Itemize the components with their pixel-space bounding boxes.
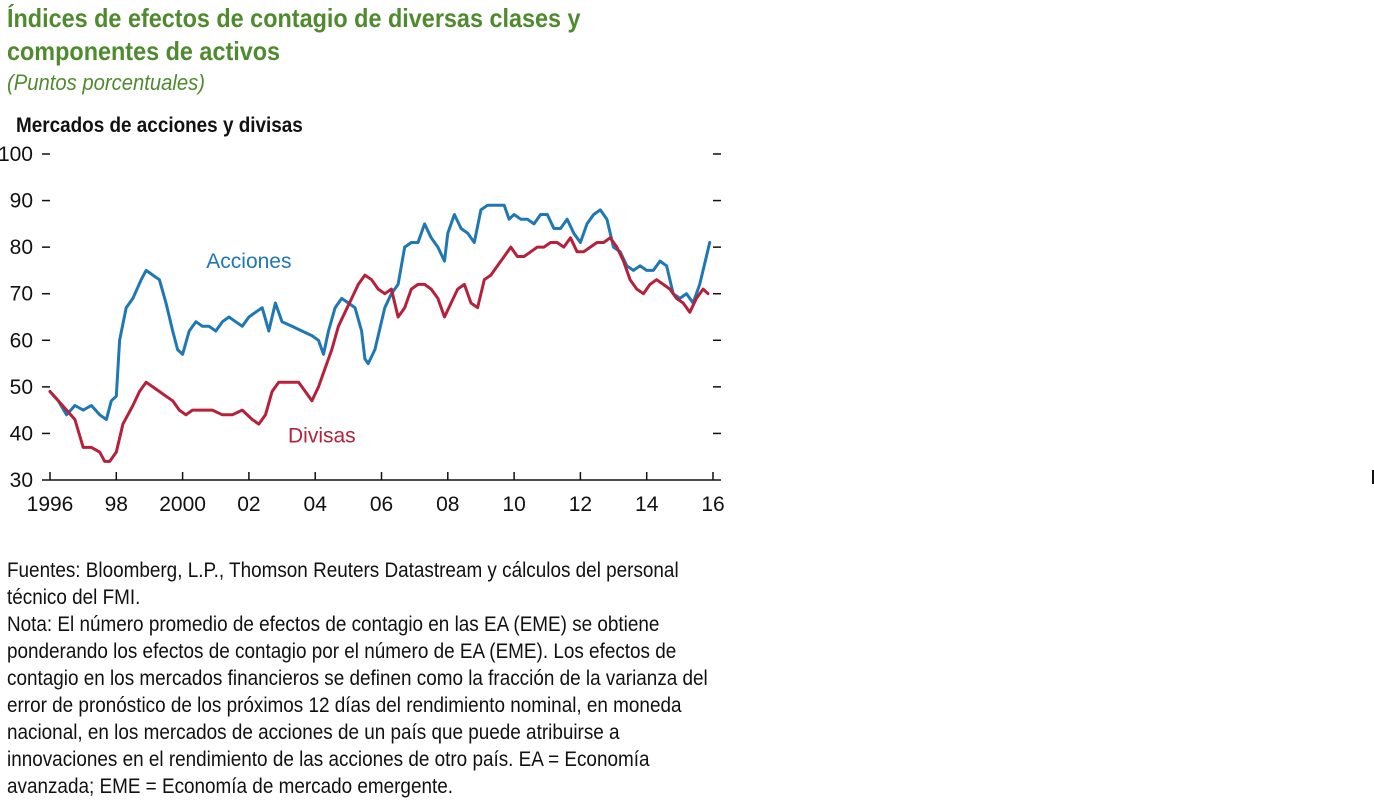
- y-tick-label: 70: [10, 283, 33, 306]
- x-tick-label: 06: [370, 493, 393, 516]
- x-tick-label: 1996: [27, 493, 74, 516]
- figure-title: Índices de efectos de contagio de divers…: [7, 3, 581, 66]
- y-tick-label: 60: [10, 329, 33, 352]
- x-tick-label: 02: [237, 493, 260, 516]
- line-chart: 30 40 50 60 70 80 90 100 1996 98 2000 02 04 06 08 10 12…: [0, 143, 725, 516]
- series-line-divisas: [48, 236, 710, 463]
- x-tick-label: 04: [304, 493, 328, 516]
- x-tick-label: 2000: [159, 493, 206, 516]
- y-tick-label: 40: [10, 422, 33, 445]
- sources-text: Fuentes: Bloomberg, L.P., Thomson Reuter…: [7, 559, 679, 609]
- series-label-divisas: Divisas: [288, 425, 356, 448]
- x-tick-label: 16: [701, 493, 724, 516]
- figure-subtitle: (Puntos porcentuales): [7, 70, 206, 95]
- figure-notes: Fuentes: Bloomberg, L.P., Thomson Reuter…: [7, 557, 718, 800]
- y-axis: 30 40 50 60 70 80 90 100: [0, 143, 721, 492]
- note-text: Nota: El número promedio de efectos de c…: [7, 613, 708, 798]
- x-tick-label: 08: [436, 493, 459, 516]
- y-tick-label: 30: [10, 469, 33, 492]
- panel-title: Mercados de acciones y divisas: [16, 114, 303, 137]
- y-tick-label: 100: [0, 143, 33, 166]
- x-tick-label: 98: [105, 493, 128, 516]
- y-tick-label: 90: [10, 190, 33, 213]
- x-tick-label: 12: [569, 493, 592, 516]
- x-tick-label: 10: [502, 493, 525, 516]
- x-tick-label: 14: [635, 493, 659, 516]
- series-line-acciones: [48, 203, 712, 421]
- edge-mark: [1372, 470, 1374, 484]
- series-group: [48, 203, 712, 463]
- y-tick-label: 80: [10, 236, 33, 259]
- y-tick-label: 50: [10, 376, 33, 399]
- x-axis: 1996 98 2000 02 04 06 08 10 12 14 16: [27, 472, 725, 516]
- series-label-acciones: Acciones: [206, 250, 291, 273]
- series-labels: Acciones Divisas: [206, 250, 355, 448]
